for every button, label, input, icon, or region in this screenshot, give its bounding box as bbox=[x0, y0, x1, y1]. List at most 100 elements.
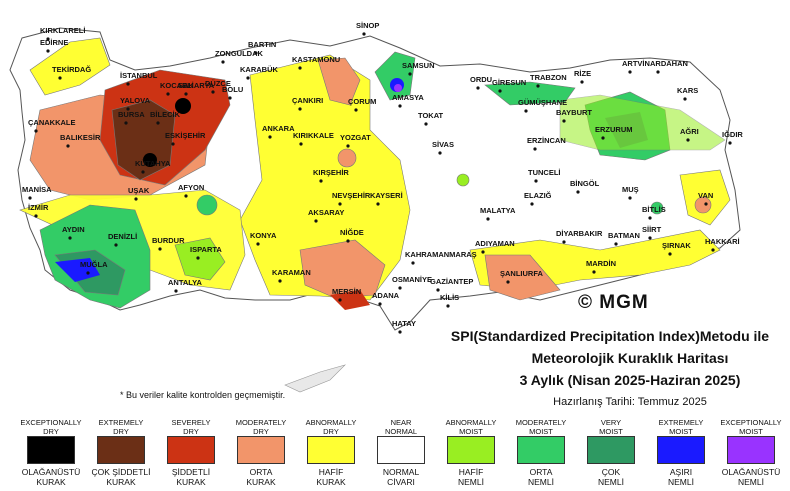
region-abnormally-moist-isparta bbox=[174, 237, 226, 281]
city-label: UŞAK bbox=[128, 186, 150, 195]
city-dot bbox=[66, 144, 70, 148]
mgm-logo: © MGM bbox=[578, 292, 649, 313]
city-dot bbox=[314, 219, 318, 223]
city-dot bbox=[28, 196, 32, 200]
city-dot bbox=[126, 107, 130, 111]
city-dot bbox=[648, 216, 652, 220]
city-label: KIRIKKALE bbox=[293, 131, 334, 140]
city-dot bbox=[58, 76, 62, 80]
city-dot bbox=[628, 70, 632, 74]
legend-item-en: VERY MOIST bbox=[599, 418, 623, 436]
city-dot bbox=[196, 256, 200, 260]
city-label: SAKARYA bbox=[178, 81, 215, 90]
city-dot bbox=[656, 70, 660, 74]
legend-item: ABNORMALLY MOIST HAFİF NEMLİ bbox=[432, 418, 510, 487]
legend-item: EXCEPTIONALLY DRY OLAĞANÜSTÜ KURAK bbox=[12, 418, 90, 487]
city-dot bbox=[256, 242, 260, 246]
city-label: DENİZLİ bbox=[108, 232, 137, 241]
city-label: İZMİR bbox=[28, 203, 49, 212]
city-label: KIRKLARELİ bbox=[40, 26, 85, 35]
city-label: BATMAN bbox=[608, 231, 640, 240]
region-abnormally-dry-thrace bbox=[29, 37, 111, 96]
city-dot bbox=[704, 202, 708, 206]
city-label: BAYBURT bbox=[556, 108, 592, 117]
city-dot bbox=[174, 289, 178, 293]
city-dot bbox=[576, 190, 580, 194]
region-moderately-dry-kirsehir bbox=[337, 148, 357, 168]
city-dot bbox=[376, 202, 380, 206]
city-dot bbox=[171, 142, 175, 146]
city-label: ARTVİN bbox=[622, 59, 650, 68]
city-dot bbox=[628, 196, 632, 200]
city-dot bbox=[398, 286, 402, 290]
city-dot bbox=[298, 107, 302, 111]
city-label: SİNOP bbox=[356, 21, 379, 30]
prepared-date: Hazırlanış Tarihi: Temmuz 2025 bbox=[553, 396, 707, 408]
city-dot bbox=[524, 109, 528, 113]
city-dot bbox=[221, 60, 225, 64]
city-label: ŞIRNAK bbox=[662, 241, 691, 250]
legend-swatch bbox=[27, 436, 75, 464]
legend-item-en: EXTREMELY MOIST bbox=[658, 418, 704, 436]
legend-swatch bbox=[237, 436, 285, 464]
city-label: BİLECİK bbox=[150, 110, 181, 119]
city-label: MUĞLA bbox=[80, 260, 108, 269]
city-dot bbox=[278, 279, 282, 283]
city-dot bbox=[446, 304, 450, 308]
legend-item-tr: ORTA NEMLİ bbox=[528, 467, 554, 487]
city-dot bbox=[354, 108, 358, 112]
city-dot bbox=[268, 135, 272, 139]
city-dot bbox=[46, 37, 50, 41]
city-label: MANİSA bbox=[22, 185, 52, 194]
legend-item-tr: ÇOK ŞİDDETLİ KURAK bbox=[91, 467, 151, 487]
region-moderately-dry-konya bbox=[299, 239, 386, 299]
city-label: KÜTAHYA bbox=[135, 159, 171, 168]
city-dot bbox=[298, 66, 302, 70]
city-dot bbox=[346, 239, 350, 243]
city-label: HATAY bbox=[392, 319, 416, 328]
region-exceptionally-moist-samsun bbox=[394, 84, 402, 92]
city-dot bbox=[498, 89, 502, 93]
city-label: ŞANLIURFA bbox=[500, 269, 544, 278]
legend-item: ABNORMALLY DRY HAFİF KURAK bbox=[292, 418, 370, 487]
region-extremely-dry-bursa bbox=[111, 99, 176, 181]
city-label: KONYA bbox=[250, 231, 277, 240]
city-label: ISPARTA bbox=[190, 245, 222, 254]
region-abnormally-moist-bitlis bbox=[650, 201, 664, 215]
city-label: SAMSUN bbox=[402, 61, 435, 70]
city-dot bbox=[126, 82, 130, 86]
city-label: ANTALYA bbox=[168, 278, 202, 287]
region-moderately-moist-afyon bbox=[196, 194, 218, 216]
city-label: ANKARA bbox=[262, 124, 295, 133]
city-label: ERZİNCAN bbox=[527, 136, 566, 145]
city-label: AFYON bbox=[178, 183, 204, 192]
city-label: MARDİN bbox=[586, 259, 616, 268]
legend-item-en: ABNORMALLY DRY bbox=[305, 418, 357, 436]
city-label: NİĞDE bbox=[340, 228, 364, 237]
city-dot bbox=[124, 121, 128, 125]
city-label: DİYARBAKIR bbox=[556, 229, 603, 238]
city-dot bbox=[476, 86, 480, 90]
city-label: BURDUR bbox=[152, 236, 185, 245]
city-dot bbox=[424, 122, 428, 126]
city-label: ESKİŞEHİR bbox=[165, 131, 206, 140]
city-dot bbox=[378, 302, 382, 306]
city-dot bbox=[411, 261, 415, 265]
cyprus-shape bbox=[284, 364, 347, 393]
legend-item-tr: ÇOK NEMLİ bbox=[598, 467, 624, 487]
city-label: ÇORUM bbox=[348, 97, 376, 106]
legend-item: VERY MOIST ÇOK NEMLİ bbox=[572, 418, 650, 487]
city-label: ORDU bbox=[470, 75, 492, 84]
city-dot bbox=[338, 202, 342, 206]
legend-swatch bbox=[657, 436, 705, 464]
city-dot bbox=[114, 243, 118, 247]
legend-item-tr: OLAĞANÜSTÜ NEMLİ bbox=[721, 467, 781, 487]
legend-swatch bbox=[517, 436, 565, 464]
city-label: İSTANBUL bbox=[120, 71, 158, 80]
city-label: DÜZCE bbox=[205, 79, 231, 88]
region-moderately-moist-ordu bbox=[484, 81, 576, 106]
legend-item-en: EXTREMELY DRY bbox=[98, 418, 144, 436]
region-severely-dry-mersin bbox=[330, 290, 370, 310]
legend-swatch bbox=[727, 436, 775, 464]
legend-item: EXTREMELY DRY ÇOK ŞİDDETLİ KURAK bbox=[82, 418, 160, 487]
